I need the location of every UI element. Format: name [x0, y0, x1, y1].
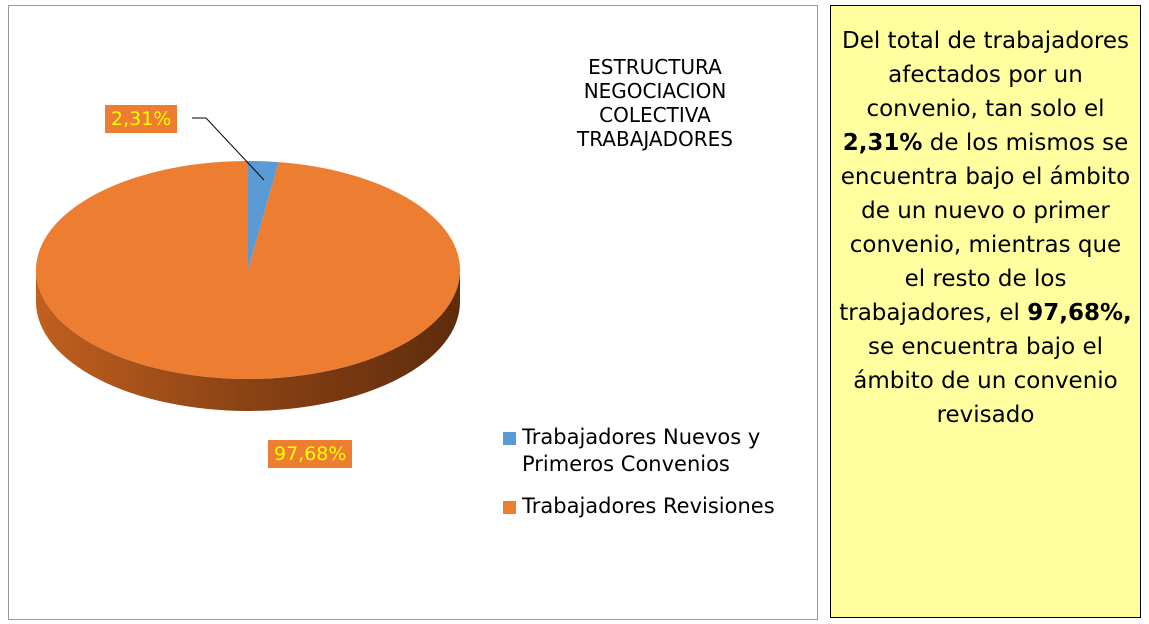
data-label: 2,31% [105, 105, 178, 133]
pie-side [36, 270, 460, 411]
legend-label: Trabajadores Nuevos y Primeros Convenios [522, 425, 761, 476]
chart-title: ESTRUCTURA NEGOCIACION COLECTIVA TRABAJA… [577, 55, 733, 151]
legend-swatch [503, 432, 516, 445]
pie-slice [248, 161, 279, 270]
note-text: 2,31% [842, 130, 923, 156]
note-text: Del total de trabajadores afectados por … [841, 28, 1130, 122]
leader-line [192, 117, 265, 181]
legend-swatch [503, 501, 516, 514]
pie-chart [36, 117, 461, 411]
note-text: de los mismos se encuentra bajo el ámbit… [839, 130, 1131, 326]
legend-label: Trabajadores Revisiones [522, 494, 775, 518]
note-box: Del total de trabajadores afectados por … [830, 5, 1141, 618]
note-text: 97,68%, [1027, 300, 1132, 326]
data-label: 97,68% [268, 440, 353, 468]
note-text: se encuentra bajo el ámbito de un conven… [853, 334, 1118, 428]
pie-slice [36, 161, 461, 380]
